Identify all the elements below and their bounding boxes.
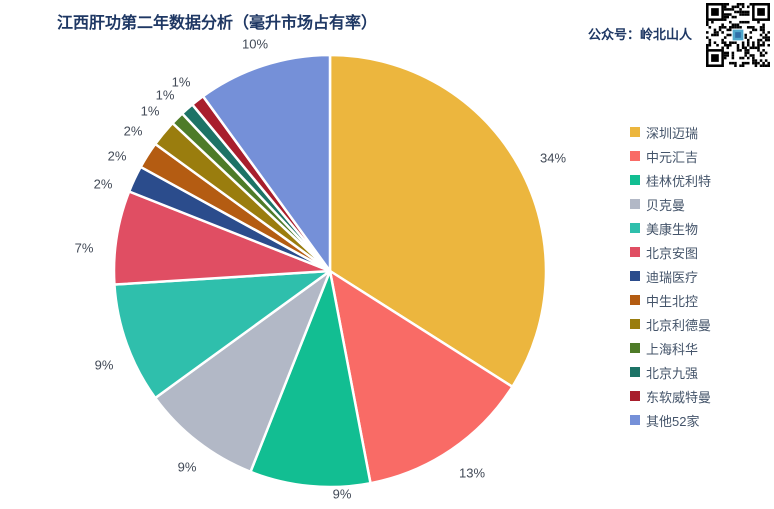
pie-slice-3 xyxy=(154,269,332,474)
legend-item-5: 北京安图 xyxy=(630,240,711,264)
legend-swatch-icon xyxy=(630,199,640,209)
pie-label-3: 9% xyxy=(177,459,197,475)
legend-item-0: 深圳迈瑞 xyxy=(630,120,711,144)
legend-label: 上海科华 xyxy=(646,341,699,357)
pie-label-5: 7% xyxy=(74,240,94,256)
legend-item-4: 美康生物 xyxy=(630,216,711,240)
legend-item-8: 北京利德曼 xyxy=(630,312,711,336)
pie-label-11: 1% xyxy=(171,74,191,90)
legend-swatch-icon xyxy=(630,391,640,401)
pie-label-9: 1% xyxy=(140,103,160,119)
legend-item-9: 上海科华 xyxy=(630,336,711,360)
legend-item-2: 桂林优利特 xyxy=(630,168,711,192)
legend-swatch-icon xyxy=(630,343,640,353)
pie-label-0: 34% xyxy=(539,150,567,166)
legend-label: 中元汇吉 xyxy=(646,149,699,165)
chart-legend: 深圳迈瑞中元汇吉桂林优利特贝克曼美康生物北京安图迪瑞医疗中生北控北京利德曼上海科… xyxy=(630,120,711,432)
legend-label: 北京九强 xyxy=(646,365,699,381)
legend-label: 中生北控 xyxy=(646,293,699,309)
legend-swatch-icon xyxy=(630,367,640,377)
legend-item-3: 贝克曼 xyxy=(630,192,711,216)
pie-label-7: 2% xyxy=(107,148,127,164)
pie-label-1: 13% xyxy=(458,465,486,481)
legend-swatch-icon xyxy=(630,271,640,281)
legend-item-1: 中元汇吉 xyxy=(630,144,711,168)
legend-label: 北京利德曼 xyxy=(646,317,712,333)
legend-swatch-icon xyxy=(630,247,640,257)
legend-item-12: 其他52家 xyxy=(630,408,711,432)
legend-item-7: 中生北控 xyxy=(630,288,711,312)
pie-label-8: 2% xyxy=(123,123,143,139)
legend-label: 北京安图 xyxy=(646,245,699,261)
legend-swatch-icon xyxy=(630,175,640,185)
legend-label: 深圳迈瑞 xyxy=(646,125,699,141)
legend-label: 东软威特曼 xyxy=(646,389,712,405)
pie-label-6: 2% xyxy=(93,176,113,192)
legend-item-11: 东软威特曼 xyxy=(630,384,711,408)
pie-label-4: 9% xyxy=(94,357,114,373)
pie-label-2: 9% xyxy=(332,486,352,502)
legend-swatch-icon xyxy=(630,223,640,233)
legend-label: 美康生物 xyxy=(646,221,699,237)
legend-swatch-icon xyxy=(630,295,640,305)
legend-label: 其他52家 xyxy=(646,413,700,429)
legend-swatch-icon xyxy=(630,415,640,425)
legend-label: 迪瑞医疗 xyxy=(646,269,699,285)
qr-code-icon xyxy=(706,3,770,67)
pie-chart xyxy=(112,53,548,489)
pie-slice-4 xyxy=(113,269,332,400)
legend-swatch-icon xyxy=(630,319,640,329)
pie-slice-1 xyxy=(328,269,514,485)
pie-slice-12 xyxy=(201,53,332,273)
legend-label: 桂林优利特 xyxy=(646,173,712,189)
legend-swatch-icon xyxy=(630,151,640,161)
legend-swatch-icon xyxy=(630,127,640,137)
pie-label-12: 10% xyxy=(241,36,269,52)
legend-item-10: 北京九强 xyxy=(630,360,711,384)
watermark-label: 公众号：岭北山人 xyxy=(588,27,693,42)
chart-title: 江西肝功第二年数据分析（毫升市场占有率） xyxy=(57,15,378,32)
pie-slice-2 xyxy=(249,269,372,489)
pie-label-10: 1% xyxy=(155,87,175,103)
legend-label: 贝克曼 xyxy=(646,197,686,213)
legend-item-6: 迪瑞医疗 xyxy=(630,264,711,288)
